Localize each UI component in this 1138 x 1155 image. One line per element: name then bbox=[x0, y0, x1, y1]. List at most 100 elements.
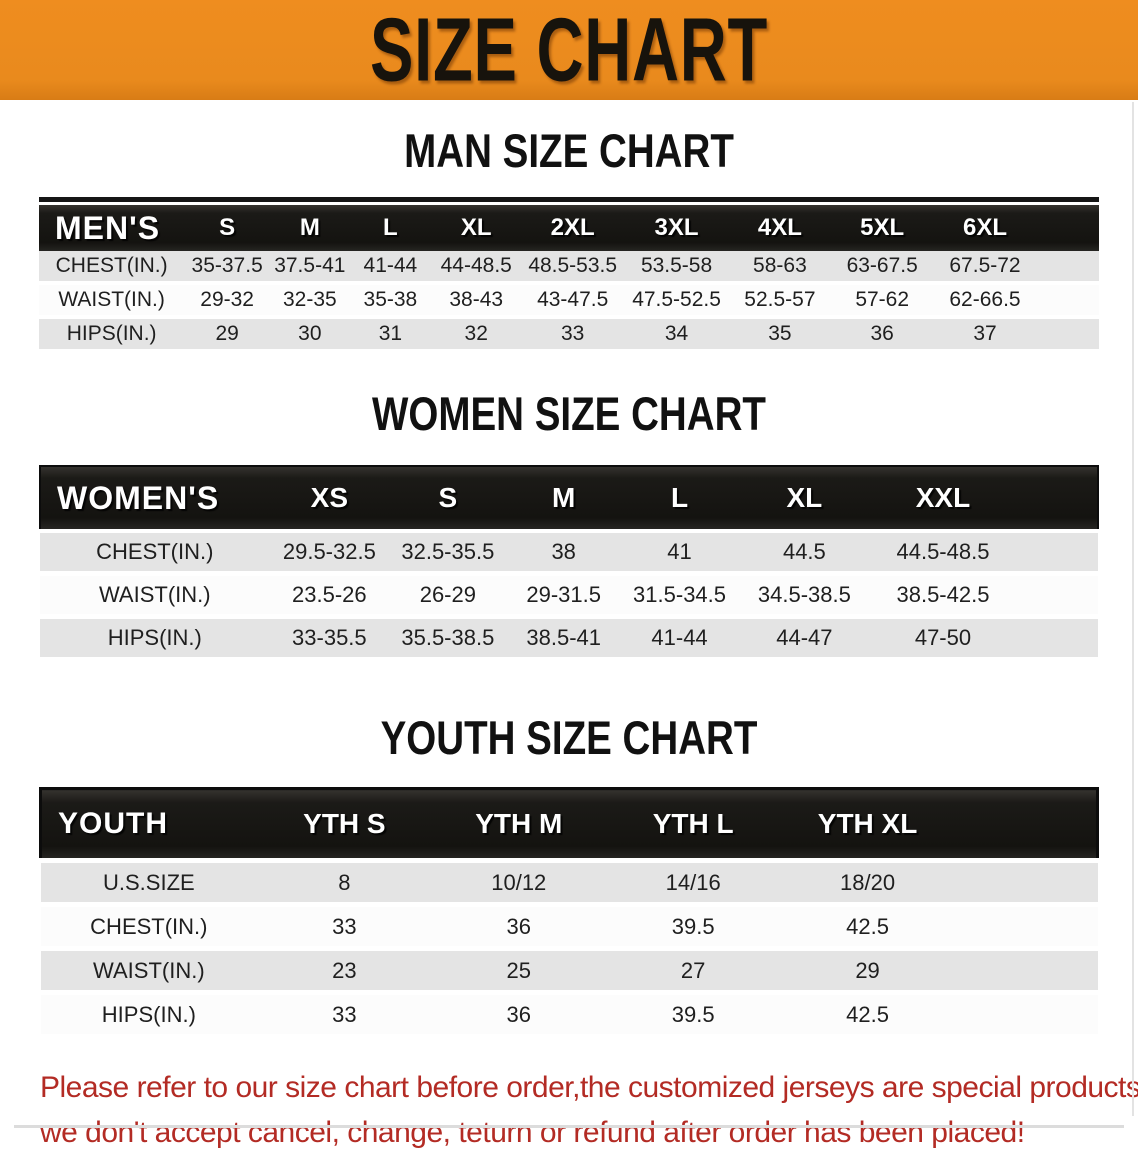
size-value: 35-38 bbox=[349, 283, 432, 319]
size-value: 39.5 bbox=[605, 904, 781, 951]
size-column-header: 5XL bbox=[830, 205, 934, 251]
size-value: 48.5-53.5 bbox=[521, 251, 625, 285]
size-value: 33-35.5 bbox=[269, 616, 390, 662]
size-value: 41-44 bbox=[349, 251, 432, 285]
size-value: 29-32 bbox=[184, 283, 271, 319]
row-spacer bbox=[1036, 251, 1099, 285]
banner-title: SIZE CHART bbox=[369, 0, 769, 100]
size-value: 14/16 bbox=[605, 858, 781, 907]
table-row-chest: CHEST(IN.) 33 36 39.5 42.5 bbox=[40, 904, 1098, 951]
size-column-header: M bbox=[506, 465, 621, 532]
size-value: 39.5 bbox=[605, 992, 781, 1039]
size-value: 62-66.5 bbox=[933, 283, 1037, 319]
row-spacer bbox=[954, 858, 1098, 907]
size-value: 42.5 bbox=[780, 992, 955, 1039]
size-column-header: XXL bbox=[870, 465, 1016, 532]
size-value: 32 bbox=[431, 317, 522, 353]
row-label: CHEST(IN.) bbox=[40, 904, 258, 951]
size-value: 67.5-72 bbox=[933, 251, 1037, 285]
row-spacer bbox=[1015, 573, 1098, 619]
youth-size-table-wrap: YOUTH YTH S YTH M YTH L YTH XL U.S.SIZE … bbox=[39, 787, 1099, 1039]
men-table-label: MEN'S bbox=[39, 205, 185, 251]
size-column-header: XL bbox=[738, 465, 871, 532]
row-label: HIPS(IN.) bbox=[40, 992, 258, 1039]
size-column-header: YTH S bbox=[257, 787, 432, 862]
table-row-waist: WAIST(IN.) 23 25 27 29 bbox=[40, 948, 1098, 995]
table-row-chest: CHEST(IN.) 29.5-32.5 32.5-35.5 38 41 44.… bbox=[40, 529, 1098, 576]
size-value: 25 bbox=[431, 948, 606, 995]
table-row-hips: HIPS(IN.) 33 36 39.5 42.5 bbox=[40, 992, 1098, 1039]
disclaimer-line-2: we don't accept cancel, change, teturn o… bbox=[40, 1116, 1025, 1149]
table-row-waist: WAIST(IN.) 29-32 32-35 35-38 38-43 43-47… bbox=[39, 283, 1099, 319]
header-spacer bbox=[1036, 205, 1099, 251]
row-label: WAIST(IN.) bbox=[40, 573, 270, 619]
size-value: 29.5-32.5 bbox=[269, 529, 390, 576]
size-value: 44-47 bbox=[738, 616, 871, 662]
size-column-header: 2XL bbox=[521, 205, 625, 251]
size-column-header: L bbox=[620, 465, 739, 532]
size-value: 34 bbox=[624, 317, 730, 353]
size-value: 35-37.5 bbox=[184, 251, 271, 285]
size-value: 63-67.5 bbox=[830, 251, 934, 285]
size-value: 38-43 bbox=[431, 283, 522, 319]
size-column-header: YTH M bbox=[431, 787, 606, 862]
row-label: CHEST(IN.) bbox=[40, 529, 270, 576]
bottom-edge-strip bbox=[14, 1125, 1124, 1128]
row-label: CHEST(IN.) bbox=[39, 251, 185, 285]
men-section-heading: MAN SIZE CHART bbox=[404, 124, 734, 177]
youth-section-heading: YOUTH SIZE CHART bbox=[380, 711, 758, 764]
size-value: 41 bbox=[620, 529, 739, 576]
size-value: 43-47.5 bbox=[521, 283, 625, 319]
size-value: 57-62 bbox=[830, 283, 934, 319]
table-row-chest: CHEST(IN.) 35-37.5 37.5-41 41-44 44-48.5… bbox=[39, 251, 1099, 285]
row-spacer bbox=[1015, 529, 1098, 576]
size-value: 35.5-38.5 bbox=[389, 616, 507, 662]
size-value: 38.5-42.5 bbox=[870, 573, 1016, 619]
size-column-header: YTH XL bbox=[780, 787, 955, 862]
row-spacer bbox=[1036, 317, 1099, 353]
row-label: WAIST(IN.) bbox=[39, 283, 185, 319]
size-value: 32-35 bbox=[270, 283, 350, 319]
men-size-table-wrap: MEN'S S M L XL 2XL 3XL 4XL 5XL 6XL CHEST… bbox=[39, 197, 1099, 353]
size-value: 53.5-58 bbox=[624, 251, 730, 285]
size-value: 33 bbox=[257, 904, 432, 951]
size-column-header: S bbox=[184, 205, 271, 251]
size-column-header: 4XL bbox=[729, 205, 831, 251]
size-column-header: S bbox=[389, 465, 507, 532]
size-value: 44-48.5 bbox=[431, 251, 522, 285]
size-value: 29 bbox=[780, 948, 955, 995]
size-value: 32.5-35.5 bbox=[389, 529, 507, 576]
size-value: 10/12 bbox=[431, 858, 606, 907]
men-header-row: MEN'S S M L XL 2XL 3XL 4XL 5XL 6XL bbox=[39, 205, 1099, 251]
size-column-header: YTH L bbox=[605, 787, 781, 862]
row-spacer bbox=[954, 992, 1098, 1039]
row-label: WAIST(IN.) bbox=[40, 948, 258, 995]
table-row-ussize: U.S.SIZE 8 10/12 14/16 18/20 bbox=[40, 858, 1098, 907]
disclaimer-text: Please refer to our size chart before or… bbox=[40, 1065, 1138, 1155]
size-value: 31 bbox=[349, 317, 432, 353]
size-value: 37.5-41 bbox=[270, 251, 350, 285]
size-value: 52.5-57 bbox=[729, 283, 831, 319]
row-spacer bbox=[1015, 616, 1098, 662]
youth-table-label: YOUTH bbox=[39, 787, 258, 862]
size-value: 29-31.5 bbox=[506, 573, 621, 619]
size-value: 34.5-38.5 bbox=[738, 573, 871, 619]
size-value: 29 bbox=[184, 317, 271, 353]
size-value: 38.5-41 bbox=[506, 616, 621, 662]
women-section-heading: WOMEN SIZE CHART bbox=[372, 387, 766, 440]
size-value: 35 bbox=[729, 317, 831, 353]
size-value: 33 bbox=[257, 992, 432, 1039]
size-value: 42.5 bbox=[780, 904, 955, 951]
size-column-header: 3XL bbox=[624, 205, 730, 251]
header-spacer bbox=[954, 787, 1099, 862]
disclaimer-line-1: Please refer to our size chart before or… bbox=[40, 1071, 1138, 1104]
size-value: 36 bbox=[830, 317, 934, 353]
size-value: 47-50 bbox=[870, 616, 1016, 662]
size-value: 33 bbox=[521, 317, 625, 353]
size-column-header: XS bbox=[269, 465, 390, 532]
row-label: HIPS(IN.) bbox=[39, 317, 185, 353]
youth-size-table: YOUTH YTH S YTH M YTH L YTH XL U.S.SIZE … bbox=[39, 787, 1099, 1039]
size-value: 44.5 bbox=[738, 529, 871, 576]
size-value: 30 bbox=[270, 317, 350, 353]
size-value: 44.5-48.5 bbox=[870, 529, 1016, 576]
